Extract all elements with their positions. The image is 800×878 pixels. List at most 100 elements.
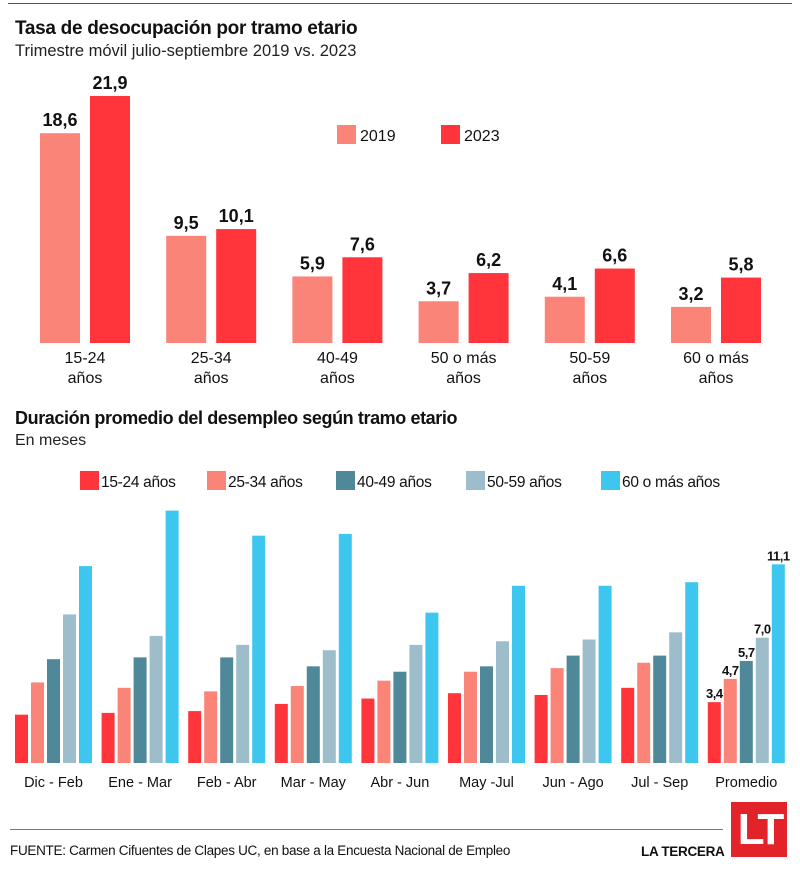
bar-2-8	[739, 660, 753, 763]
data-label: 5,8	[728, 255, 753, 275]
bar-3-8	[755, 637, 769, 763]
bar-4-5	[512, 585, 525, 763]
data-label: 18,6	[42, 110, 77, 130]
bar-4-1	[165, 510, 179, 763]
x-tick-label: Ene - Mar	[108, 775, 172, 791]
bar-3-4	[409, 644, 423, 763]
bar-1-1	[117, 687, 131, 763]
chart2-unemployment-duration: Dic - Feb Ene - Mar Feb - Abr Mar - May Abr …	[15, 471, 790, 791]
x-tick-label-line2: años	[194, 370, 229, 387]
bar-0-4	[361, 698, 375, 763]
data-label: 4,7	[722, 663, 739, 678]
bar-2023-0	[90, 95, 130, 343]
bar-2019-3	[418, 301, 459, 343]
bar-2-3	[306, 666, 320, 763]
bar-1-3	[290, 686, 304, 763]
data-label: 3,2	[678, 284, 703, 304]
bar-2019-0	[40, 133, 80, 343]
legend-swatch-0	[80, 471, 99, 490]
data-label: 3,4	[706, 686, 724, 701]
bar-0-3	[274, 703, 288, 763]
bar-2023-4	[594, 268, 635, 343]
x-tick-label: Mar - May	[281, 775, 347, 791]
bar-1-8	[723, 678, 737, 763]
x-tick-label-line2: años	[68, 370, 103, 387]
bar-3-6	[582, 639, 596, 763]
x-tick-label: 60 o más	[683, 350, 749, 367]
data-label: 7,6	[350, 234, 375, 254]
bar-2-2	[220, 657, 234, 763]
bar-0-8	[707, 702, 721, 763]
chart1-unemployment-rate: 18,6 21,9 15-24 años 9,5 10,1 25-34 años 5,9 7,6 4…	[40, 73, 761, 387]
bar-4-7	[685, 582, 699, 763]
bar-2019-1	[166, 235, 207, 343]
x-tick-label: 15-24	[65, 350, 106, 367]
bar-2023-5	[721, 277, 761, 343]
x-tick-label: May -Jul	[459, 775, 514, 791]
bar-3-2	[236, 644, 250, 763]
data-label: 5,7	[738, 645, 755, 660]
legend-label-2019: 2019	[360, 128, 396, 145]
x-tick-label: 50 o más	[431, 350, 497, 367]
bar-1-7	[637, 662, 651, 763]
legend-label-1: 25-34 años	[228, 474, 303, 491]
bar-1-4	[377, 680, 391, 763]
bar-3-1	[149, 635, 163, 763]
x-tick-label: 40-49	[317, 350, 358, 367]
bar-1-5	[464, 671, 477, 763]
bar-2023-3	[468, 273, 509, 343]
data-label: 10,1	[219, 206, 254, 226]
legend-swatch-2019	[337, 125, 356, 144]
data-label: 6,6	[602, 246, 627, 266]
bar-0-6	[534, 694, 548, 763]
chart1-subtitle: Trimestre móvil julio-septiembre 2019 vs…	[15, 42, 357, 60]
chart1-title: Tasa de desocupación por tramo etario	[15, 18, 358, 39]
bar-2023-2	[342, 257, 383, 343]
la-tercera-logo: LT	[731, 802, 787, 857]
data-label: 5,9	[300, 253, 325, 273]
bar-4-8	[771, 564, 785, 763]
x-tick-label-line2: años	[699, 370, 734, 387]
x-tick-label: Jun - Ago	[542, 775, 603, 791]
data-label: 21,9	[92, 73, 127, 93]
bar-0-2	[188, 711, 202, 763]
data-label: 9,5	[174, 213, 199, 233]
legend-label-2: 40-49 años	[357, 474, 432, 491]
x-tick-label: Feb - Abr	[197, 775, 257, 791]
bar-3-5	[496, 641, 509, 763]
legend-label-2023: 2023	[464, 128, 500, 145]
chart2-subtitle: En meses	[15, 432, 87, 449]
legend-label-3: 50-59 años	[487, 474, 562, 491]
data-label: 6,2	[476, 250, 501, 270]
bar-2019-2	[292, 276, 333, 343]
data-label: 4,1	[552, 274, 577, 294]
bar-2-5	[480, 666, 493, 763]
bar-3-3	[322, 650, 336, 763]
x-tick-label-line2: años	[572, 370, 607, 387]
bar-1-2	[204, 691, 218, 763]
x-tick-label-line2: años	[320, 370, 355, 387]
footer-rule	[10, 829, 723, 830]
bar-2-1	[133, 657, 147, 763]
footer-source: FUENTE: Carmen Cifuentes de Clapes UC, e…	[10, 843, 511, 858]
legend-label-4: 60 o más años	[622, 474, 720, 491]
bar-2-7	[653, 655, 667, 763]
legend-swatch-2	[336, 471, 355, 490]
legend-swatch-1	[207, 471, 226, 490]
x-tick-label: Dic - Feb	[24, 775, 83, 791]
bar-0-7	[621, 687, 635, 763]
bar-0-5	[448, 693, 461, 763]
bar-1-6	[550, 668, 564, 763]
bar-2023-1	[216, 229, 257, 343]
data-label: 7,0	[754, 622, 771, 637]
legend-swatch-3	[466, 471, 485, 490]
data-label: 11,1	[767, 548, 790, 563]
brand-name: LA TERCERA	[641, 844, 725, 859]
top-rule	[8, 3, 792, 4]
x-tick-label-line2: años	[446, 370, 481, 387]
bar-4-3	[338, 533, 352, 763]
bar-2019-4	[544, 296, 585, 343]
chart2-title: Duración promedio del desempleo según tr…	[15, 408, 458, 428]
x-tick-label: Jul - Sep	[631, 775, 688, 791]
bar-3-7	[669, 632, 683, 763]
